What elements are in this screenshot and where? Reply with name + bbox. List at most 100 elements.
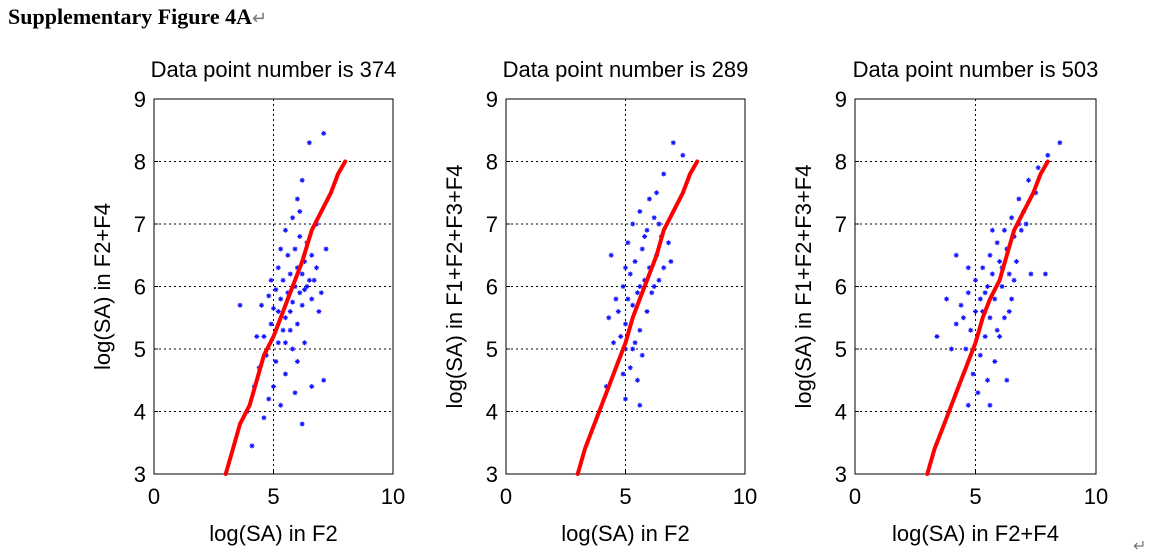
data-point [282,371,288,377]
data-point [651,215,657,221]
data-point [953,252,959,258]
y-tick-label: 5 [835,337,847,362]
data-point [639,246,645,252]
data-point [261,334,267,339]
data-point [285,252,291,258]
data-point [623,265,628,271]
y-tick-label: 8 [134,150,146,175]
data-point [975,390,981,396]
data-point [992,296,998,302]
data-point [620,371,626,377]
data-point [637,284,643,289]
data-point [275,309,281,314]
data-point [299,177,305,183]
data-point [987,315,993,321]
data-point [680,152,686,158]
scatter-points [603,140,686,408]
paragraph-mark: ↵ [252,8,268,28]
data-point [268,277,274,283]
y-tick-label: 5 [134,337,146,362]
data-point [989,227,995,233]
data-point [668,259,674,264]
x-tick-label: 5 [267,484,279,509]
data-point [275,265,281,271]
data-point [639,352,645,358]
data-point [294,321,300,327]
data-point [611,340,617,346]
data-point [615,309,621,314]
x-tick-label: 10 [733,484,757,509]
data-point [632,340,638,346]
data-point [994,327,1000,333]
x-axis-label: log(SA) in F2 [209,521,337,546]
data-point [1042,271,1048,277]
fit-line [925,159,1050,476]
data-point [309,384,315,389]
data-point [982,334,988,339]
data-point [1006,309,1012,314]
data-point [987,252,993,258]
data-point [306,277,312,283]
data-point [632,259,638,264]
data-point [323,246,329,252]
data-point [649,290,655,296]
y-tick-label: 4 [835,400,847,425]
data-point [646,196,652,202]
y-tick-label: 4 [486,400,498,425]
data-point [287,309,293,314]
data-point [287,327,293,333]
data-point [309,252,315,258]
data-point [618,334,624,339]
data-point [321,377,327,383]
data-point [623,321,628,327]
data-point [613,296,619,302]
data-point [997,334,1003,339]
data-point [261,415,267,421]
data-point [627,365,633,371]
y-axis-label: log(SA) in F1+F2+F3+F4 [791,165,816,409]
data-point [989,271,995,277]
data-point [625,240,631,246]
data-point [973,277,978,283]
data-point [275,340,281,346]
data-point [934,334,940,339]
data-point [294,359,300,364]
data-point [630,302,636,308]
figure-title: Supplementary Figure 4A↵ [8,4,267,30]
data-point [290,299,296,305]
y-tick-label: 8 [486,150,498,175]
data-point [944,296,950,302]
data-point [997,259,1003,264]
data-point [278,402,284,408]
data-point [985,377,991,383]
x-tick-label: 0 [849,484,861,509]
data-point [297,234,303,239]
data-point [297,290,303,296]
data-point [287,271,293,277]
data-point [266,396,272,402]
data-point [273,359,279,364]
y-tick-label: 4 [134,400,146,425]
data-point [666,240,672,246]
y-axis-label: log(SA) in F2+F4 [90,203,115,370]
data-point [960,315,966,321]
data-point [606,315,612,321]
panel-title: Data point number is 374 [151,57,397,82]
data-point [1011,277,1017,283]
y-tick-label: 7 [835,212,847,237]
data-point [299,421,305,427]
y-tick-label: 9 [486,87,498,112]
data-point [661,171,667,177]
y-tick-label: 3 [835,462,847,487]
data-point [985,284,991,289]
data-point [299,271,305,277]
data-point [1057,140,1063,146]
data-point [302,287,308,293]
data-point [973,309,978,314]
data-point [316,309,322,314]
x-axis-label: log(SA) in F2+F4 [892,521,1059,546]
y-tick-label: 8 [835,150,847,175]
data-point [634,377,640,383]
